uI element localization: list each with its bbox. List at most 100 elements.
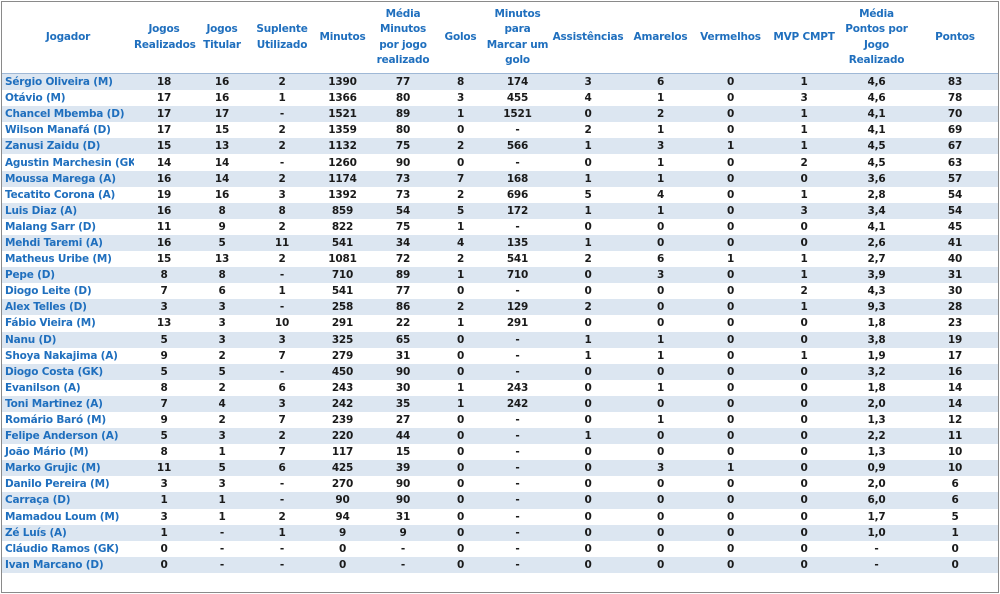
- cell-jogos-titular: -: [194, 540, 250, 557]
- cell-pontos: 78: [912, 90, 998, 107]
- cell-amarelos: 4: [627, 186, 694, 203]
- cell-vermelhos: 0: [694, 122, 767, 139]
- cell-jogos-realizados: 16: [134, 202, 194, 219]
- cell-mvp-cmpt: 0: [767, 315, 841, 332]
- cell-minutos: 1390: [314, 73, 371, 91]
- cell-pontos: 63: [912, 154, 998, 171]
- cell-media-minutos: -: [371, 540, 435, 557]
- cell-jogos-realizados: 19: [134, 186, 194, 203]
- cell-minutos-por-golo: 129: [486, 299, 549, 316]
- cell-vermelhos: 0: [694, 556, 767, 573]
- cell-jogos-realizados: 3: [134, 299, 194, 316]
- cell-media-minutos: 35: [371, 395, 435, 412]
- cell-media-minutos: 73: [371, 186, 435, 203]
- cell-amarelos: 0: [627, 218, 694, 235]
- column-header-amarelos: Amarelos: [627, 2, 694, 74]
- player-name-cell: Malang Sarr (D): [2, 218, 134, 235]
- cell-media-pontos: 4,3: [841, 283, 912, 300]
- table-row: Alex Telles (D) 3 3-258 86 2 129 2 0 0 1 9,3 28: [2, 299, 998, 316]
- cell-assistencias: 0: [549, 106, 627, 123]
- cell-vermelhos: 0: [694, 395, 767, 412]
- column-header-media-minutos: Média Minutos por jogo realizado: [371, 2, 435, 74]
- cell-suplente-utilizado: 2: [250, 122, 314, 139]
- table-row: Nanu (D) 5 3 3 325 65 0-1 1 0 0 3,8 19: [2, 331, 998, 348]
- cell-suplente-utilizado: 6: [250, 460, 314, 477]
- cell-amarelos: 1: [627, 379, 694, 396]
- player-name-cell: Toni Martinez (A): [2, 395, 134, 412]
- cell-media-minutos: 90: [371, 363, 435, 380]
- cell-mvp-cmpt: 0: [767, 395, 841, 412]
- cell-jogos-realizados: 0: [134, 556, 194, 573]
- cell-jogos-realizados: 1: [134, 492, 194, 509]
- cell-mvp-cmpt: 0: [767, 492, 841, 509]
- cell-amarelos: 1: [627, 331, 694, 348]
- cell-amarelos: 1: [627, 90, 694, 107]
- cell-minutos: 1392: [314, 186, 371, 203]
- cell-minutos: 117: [314, 444, 371, 461]
- cell-golos: 0: [435, 540, 486, 557]
- cell-vermelhos: 1: [694, 138, 767, 155]
- cell-media-pontos: 1,8: [841, 315, 912, 332]
- cell-mvp-cmpt: 2: [767, 283, 841, 300]
- cell-suplente-utilizado: -: [250, 299, 314, 316]
- cell-jogos-titular: 6: [194, 283, 250, 300]
- player-name-cell: Luis Diaz (A): [2, 202, 134, 219]
- cell-jogos-realizados: 13: [134, 315, 194, 332]
- cell-minutos-por-golo: 174: [486, 73, 549, 91]
- cell-minutos-por-golo: 455: [486, 90, 549, 107]
- column-header-suplente-utilizado: Suplente Utilizado: [250, 2, 314, 74]
- player-name-cell: Felipe Anderson (A): [2, 428, 134, 445]
- cell-jogos-realizados: 18: [134, 73, 194, 91]
- cell-golos: 0: [435, 476, 486, 493]
- table-row: Danilo Pereira (M) 3 3-270 90 0-0 0 0 0 2,0 6: [2, 476, 998, 493]
- cell-minutos: 0: [314, 540, 371, 557]
- cell-golos: 1: [435, 379, 486, 396]
- cell-minutos-por-golo: 135: [486, 234, 549, 252]
- cell-golos: 2: [435, 251, 486, 268]
- cell-golos: 1: [435, 106, 486, 123]
- cell-golos: 4: [435, 234, 486, 252]
- cell-suplente-utilizado: -: [250, 106, 314, 123]
- table-row: Luis Diaz (A) 16 8 8 859 54 5 172 1 1 0 3 3,4 54: [2, 202, 998, 219]
- cell-media-pontos: 1,0: [841, 524, 912, 541]
- cell-assistencias: 0: [549, 315, 627, 332]
- column-header-media-pontos: Média Pontos por Jogo Realizado: [841, 2, 912, 74]
- cell-amarelos: 0: [627, 444, 694, 461]
- cell-golos: 2: [435, 186, 486, 203]
- cell-assistencias: 0: [549, 556, 627, 573]
- cell-pontos: 6: [912, 476, 998, 493]
- cell-media-minutos: 27: [371, 411, 435, 429]
- cell-suplente-utilizado: 7: [250, 347, 314, 364]
- cell-golos: 0: [435, 556, 486, 573]
- cell-amarelos: 6: [627, 73, 694, 91]
- cell-jogos-realizados: 11: [134, 460, 194, 477]
- cell-media-minutos: 22: [371, 315, 435, 332]
- cell-media-pontos: 6,0: [841, 492, 912, 509]
- cell-amarelos: 0: [627, 315, 694, 332]
- cell-minutos-por-golo: -: [486, 428, 549, 445]
- cell-media-minutos: 89: [371, 267, 435, 284]
- cell-mvp-cmpt: 1: [767, 106, 841, 123]
- cell-amarelos: 0: [627, 283, 694, 300]
- cell-pontos: 14: [912, 395, 998, 412]
- cell-pontos: 10: [912, 444, 998, 461]
- cell-media-pontos: 1,9: [841, 347, 912, 364]
- cell-jogos-titular: 2: [194, 379, 250, 396]
- cell-minutos: 425: [314, 460, 371, 477]
- cell-amarelos: 0: [627, 508, 694, 525]
- cell-minutos: 1081: [314, 251, 371, 268]
- cell-media-pontos: 4,6: [841, 90, 912, 107]
- cell-jogos-realizados: 5: [134, 331, 194, 348]
- cell-vermelhos: 1: [694, 251, 767, 268]
- cell-amarelos: 1: [627, 411, 694, 429]
- cell-assistencias: 3: [549, 73, 627, 91]
- cell-minutos: 859: [314, 202, 371, 219]
- cell-suplente-utilizado: 10: [250, 315, 314, 332]
- cell-jogos-titular: 3: [194, 428, 250, 445]
- player-name-cell: Otávio (M): [2, 90, 134, 107]
- player-name-cell: Tecatito Corona (A): [2, 186, 134, 203]
- cell-assistencias: 2: [549, 251, 627, 268]
- cell-minutos-por-golo: -: [486, 218, 549, 235]
- cell-pontos: 23: [912, 315, 998, 332]
- cell-amarelos: 0: [627, 234, 694, 252]
